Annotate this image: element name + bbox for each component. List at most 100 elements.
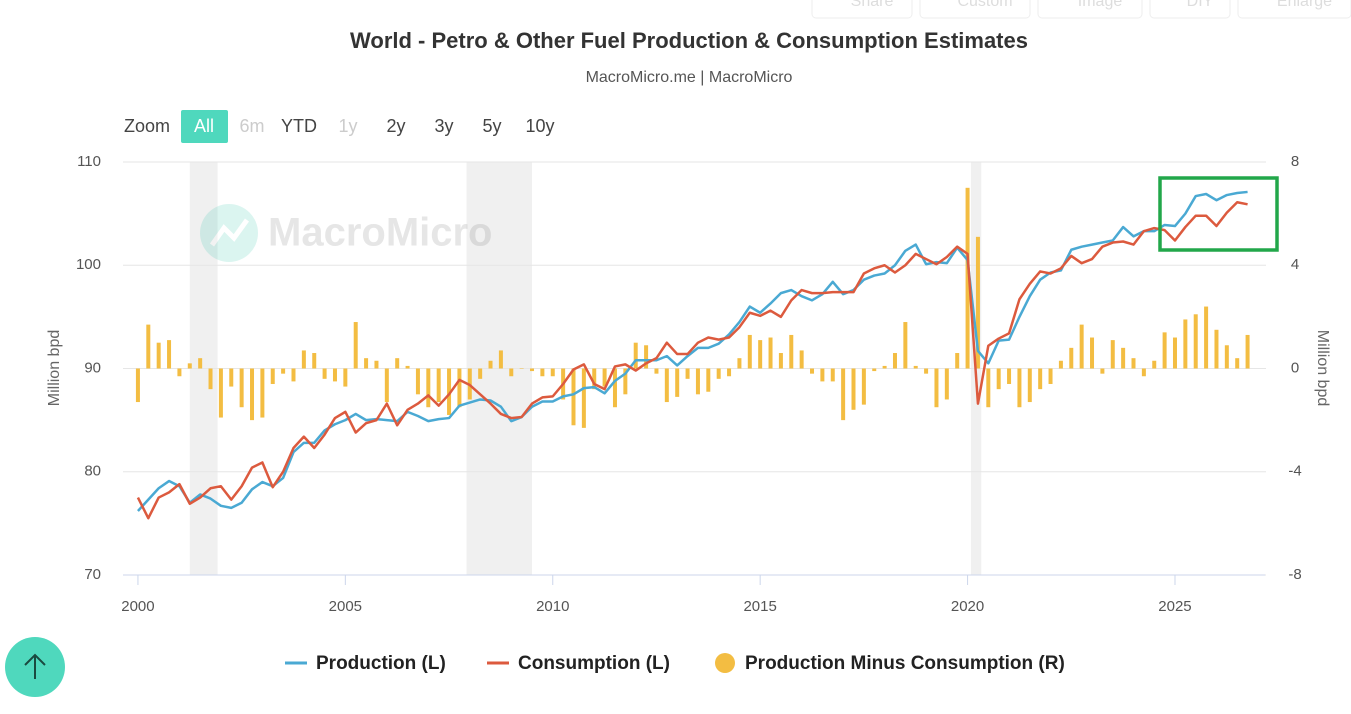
toolbar-button-label[interactable]: DIY <box>1187 0 1214 10</box>
bar <box>695 368 700 395</box>
legend-label[interactable]: Production (L) <box>316 653 446 674</box>
y-tick-label: 90 <box>84 359 101 376</box>
bar <box>841 368 846 421</box>
toolbar-button[interactable] <box>1237 0 1351 19</box>
bar <box>571 368 576 426</box>
bar <box>924 368 929 374</box>
scroll-top-button[interactable] <box>5 637 65 697</box>
toolbar-button-label[interactable]: Custom <box>957 0 1012 10</box>
x-tick-label: 2025 <box>1158 598 1191 615</box>
bar <box>281 368 286 374</box>
toolbar-button[interactable] <box>919 0 1031 19</box>
chart-subtitle: MacroMicro.me | MacroMicro <box>586 69 793 86</box>
watermark-text: MacroMicro <box>268 211 493 255</box>
bar <box>1172 337 1177 369</box>
bar <box>581 368 586 428</box>
bar <box>861 368 866 405</box>
bar <box>426 368 431 408</box>
toolbar-button-label[interactable]: Enlarge <box>1277 0 1332 10</box>
zoom-button[interactable]: 3y <box>434 116 453 136</box>
bar <box>156 342 161 369</box>
bar <box>1017 368 1022 408</box>
bar <box>332 368 337 382</box>
bar <box>903 322 908 369</box>
bar <box>612 368 617 408</box>
bar <box>301 350 306 369</box>
bar <box>1162 332 1167 369</box>
toolbar-button-label[interactable]: Image <box>1078 0 1123 10</box>
toolbar-button[interactable] <box>1037 0 1143 19</box>
bar <box>706 368 711 392</box>
watermark: MacroMicro <box>200 204 493 262</box>
bar <box>457 368 462 408</box>
bar <box>1183 319 1188 369</box>
bar <box>768 337 773 369</box>
y2-axis-title: Million bpd <box>1314 330 1331 406</box>
bar <box>820 368 825 382</box>
bar <box>1058 360 1063 369</box>
bar <box>260 368 265 418</box>
x-tick-label: 2020 <box>951 598 984 615</box>
bar <box>1079 324 1084 369</box>
bar <box>1204 306 1209 369</box>
legend-label[interactable]: Production Minus Consumption (R) <box>745 653 1065 674</box>
bar <box>1121 347 1126 369</box>
legend-label[interactable]: Consumption (L) <box>518 653 670 674</box>
bar <box>685 368 690 379</box>
bar <box>498 350 503 369</box>
zoom-button[interactable]: 2y <box>386 116 405 136</box>
bar <box>146 324 151 369</box>
toolbar-button[interactable] <box>1149 0 1231 19</box>
bar <box>602 368 607 387</box>
watermark-logo <box>200 204 258 262</box>
bar <box>1007 368 1012 384</box>
bar <box>509 368 514 377</box>
bar <box>343 368 348 387</box>
bar <box>955 353 960 369</box>
bar <box>1141 368 1146 377</box>
zoom-button[interactable]: All <box>194 116 214 136</box>
bar <box>187 363 192 369</box>
x-tick-label: 2015 <box>743 598 776 615</box>
bar <box>716 368 721 379</box>
bar <box>778 353 783 369</box>
bar <box>851 368 856 410</box>
scroll-top-arrow <box>24 653 46 679</box>
bar <box>198 358 203 369</box>
legend-symbol[interactable] <box>715 653 735 673</box>
zoom-button[interactable]: YTD <box>281 116 317 136</box>
bar <box>250 368 255 421</box>
zoom-button-bg[interactable] <box>181 110 228 143</box>
bar <box>1214 329 1219 369</box>
line-series <box>136 201 1248 520</box>
bar <box>1245 334 1250 369</box>
watermark-logo-icon <box>209 218 250 247</box>
y2-tick-label: 8 <box>1291 153 1299 170</box>
bar <box>270 368 275 384</box>
bar <box>530 368 535 372</box>
zoom-button[interactable]: 5y <box>482 116 501 136</box>
zoom-button: 6m <box>239 116 264 136</box>
bar <box>810 368 815 374</box>
bar <box>675 368 680 397</box>
zoom-button: 1y <box>338 116 357 136</box>
toolbar-button[interactable] <box>811 0 913 19</box>
bar <box>1100 368 1105 374</box>
toolbar-button-label[interactable]: Share <box>851 0 894 10</box>
y-tick-label: 80 <box>84 463 101 480</box>
bar <box>1048 368 1053 384</box>
y-tick-label: 100 <box>76 256 101 273</box>
bar <box>799 350 804 369</box>
y2-tick-label: 4 <box>1291 256 1299 273</box>
y2-tick-label: 0 <box>1291 359 1299 376</box>
bar <box>239 368 244 408</box>
bar <box>1235 358 1240 369</box>
bar <box>996 368 1001 390</box>
bar <box>882 365 887 369</box>
bar <box>167 340 172 369</box>
bar <box>135 368 140 403</box>
bar <box>447 368 452 415</box>
bar <box>1152 360 1157 369</box>
zoom-button[interactable]: 10y <box>525 116 554 136</box>
